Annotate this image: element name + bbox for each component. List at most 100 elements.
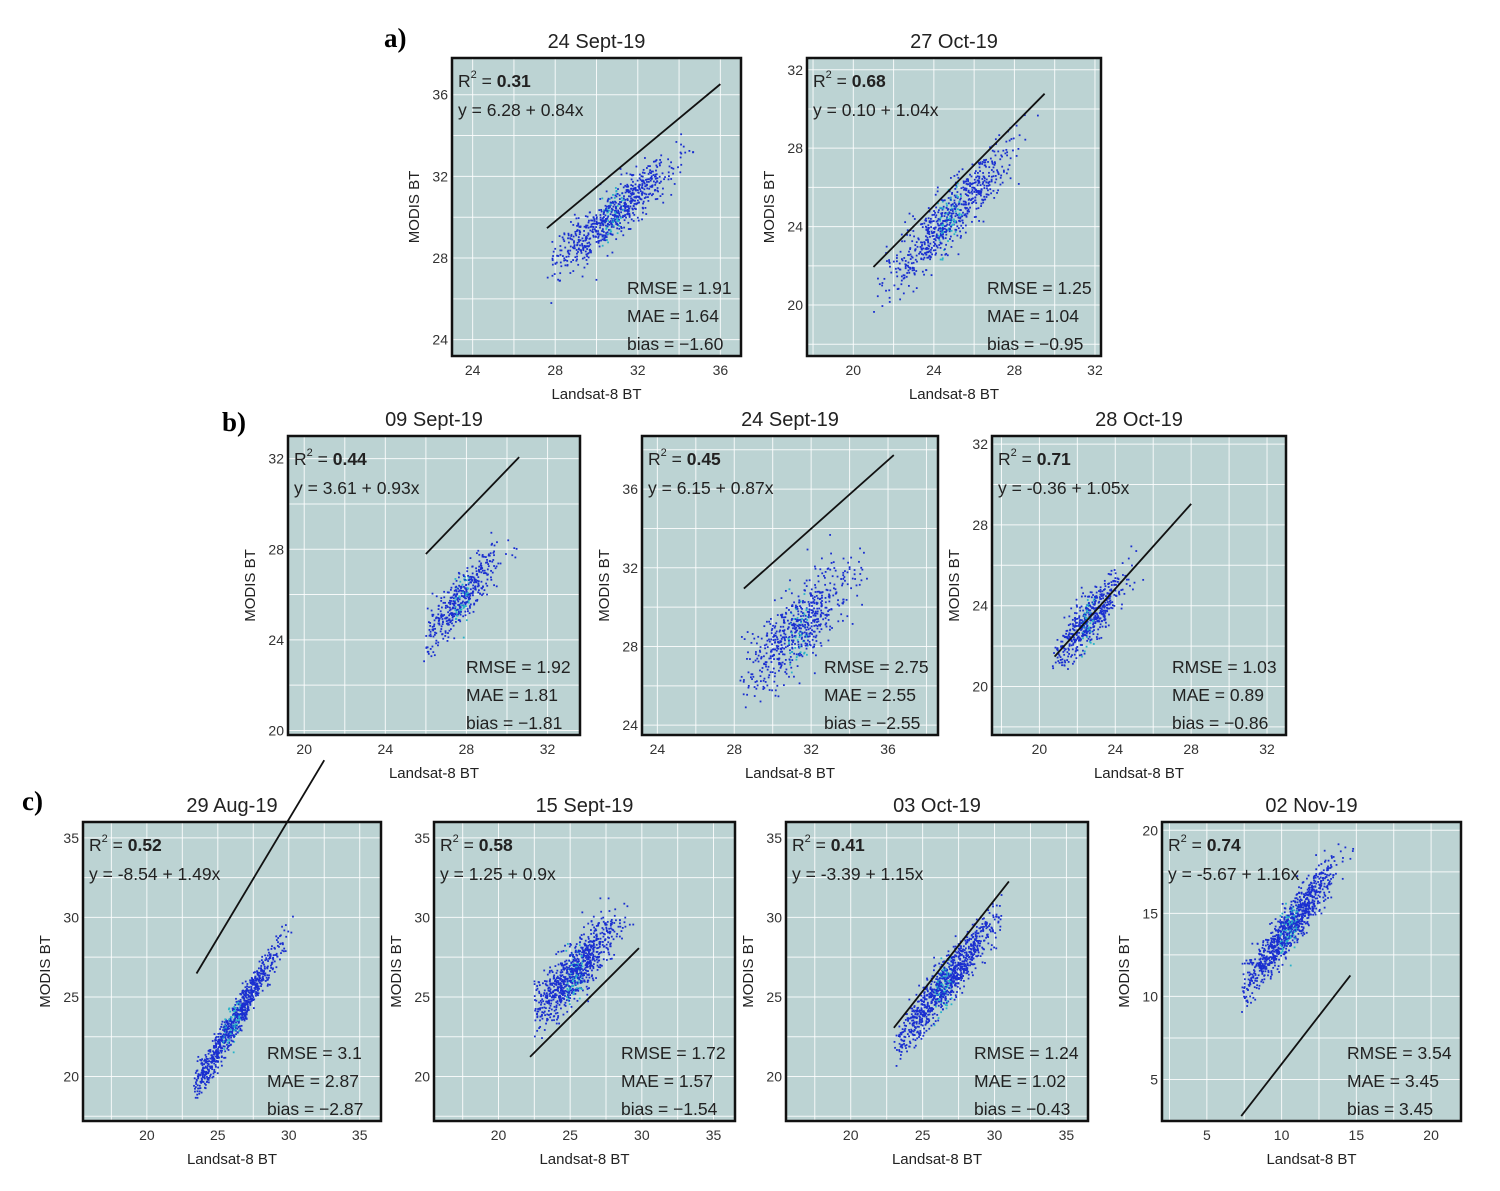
data-point [547, 1014, 550, 1016]
data-point [654, 177, 657, 180]
data-point [633, 199, 636, 202]
data-point [1082, 615, 1085, 618]
data-point [646, 178, 649, 181]
data-point [431, 645, 434, 648]
data-point [1056, 656, 1059, 659]
data-point [1101, 590, 1104, 593]
data-point [572, 259, 574, 261]
data-point [1002, 169, 1005, 172]
data-point [262, 977, 265, 980]
data-point [590, 962, 592, 964]
data-point [236, 1017, 239, 1020]
data-point [581, 951, 583, 954]
data-point [967, 198, 970, 201]
data-point [939, 258, 942, 261]
data-point [574, 949, 577, 952]
data-point [533, 983, 536, 986]
data-point [563, 998, 566, 1000]
data-point [618, 219, 620, 221]
data-point [217, 1033, 220, 1035]
data-point [586, 966, 589, 968]
data-point [615, 210, 617, 212]
data-point [743, 679, 745, 681]
data-point [997, 189, 999, 192]
data-point [642, 200, 645, 203]
data-point [806, 621, 809, 624]
data-point [792, 641, 794, 643]
data-point [459, 608, 462, 611]
r-squared-value: 0.68 [852, 71, 886, 91]
data-point [1108, 613, 1110, 616]
data-point [426, 646, 429, 649]
data-point [650, 178, 653, 180]
data-point [543, 980, 546, 982]
data-point [454, 618, 457, 620]
data-point [565, 995, 568, 998]
data-point [945, 202, 948, 205]
data-point [787, 619, 789, 622]
data-point [564, 967, 566, 970]
data-point [574, 230, 577, 233]
data-point [814, 584, 816, 586]
data-point [277, 941, 279, 944]
data-point [1078, 654, 1081, 657]
data-point [458, 584, 461, 587]
data-point [575, 953, 578, 956]
data-point [580, 987, 582, 989]
data-point [606, 231, 609, 234]
data-point [941, 215, 943, 217]
data-point [801, 655, 804, 658]
data-point [214, 1051, 217, 1054]
data-point [667, 171, 670, 174]
data-point [481, 555, 484, 558]
data-point [1002, 170, 1005, 173]
data-point [632, 187, 635, 190]
data-point [587, 950, 590, 953]
data-point [945, 243, 947, 246]
data-point [647, 196, 649, 198]
data-point [442, 601, 445, 604]
data-point [459, 580, 462, 583]
data-point [607, 897, 610, 900]
data-point [1073, 636, 1075, 639]
data-point [241, 1016, 244, 1018]
data-point [929, 221, 932, 224]
data-point [256, 970, 258, 973]
r-squared-sup: 2 [102, 833, 108, 845]
data-point [467, 583, 470, 586]
data-point [903, 276, 906, 279]
data-point [584, 246, 587, 249]
data-point [625, 189, 628, 191]
data-point [454, 578, 457, 580]
data-point [822, 612, 825, 615]
data-point [792, 614, 795, 617]
data-point [1093, 595, 1096, 598]
data-point [1090, 612, 1093, 615]
data-point [953, 205, 956, 208]
data-point [885, 289, 887, 292]
data-point [983, 179, 986, 182]
data-point [226, 1021, 229, 1024]
data-point [458, 603, 461, 606]
data-point [614, 214, 617, 217]
data-point [775, 630, 778, 633]
data-point [630, 187, 632, 190]
data-point [622, 186, 625, 189]
data-point [1117, 578, 1120, 581]
data-point [827, 610, 829, 613]
data-point [437, 604, 440, 607]
data-point [551, 263, 554, 266]
data-point [592, 955, 595, 958]
data-point [578, 229, 581, 232]
data-point [1120, 589, 1123, 591]
data-point [1063, 653, 1066, 656]
data-point [239, 1009, 242, 1012]
data-point [546, 997, 549, 999]
data-point [761, 667, 764, 669]
data-point [977, 182, 980, 184]
data-point [950, 225, 952, 228]
data-point [1077, 635, 1080, 638]
data-point [218, 1046, 221, 1048]
data-point [260, 965, 263, 967]
data-point [478, 565, 481, 568]
